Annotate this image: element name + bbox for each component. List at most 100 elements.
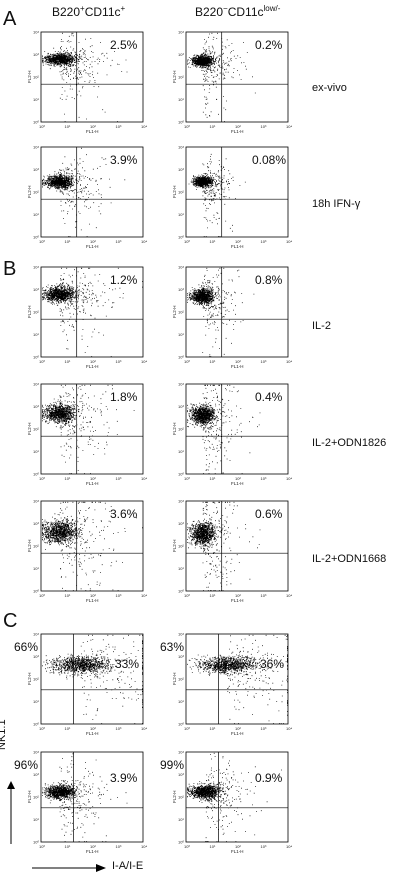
x-axis-label: FL1-H [231,244,244,249]
y-tick-label: 10¹ [33,449,39,454]
x-axis-label: FL1-H [231,598,244,603]
y-tick-label: 10² [178,795,184,800]
events [187,501,261,591]
x-axis-label: FL1-H [86,244,99,249]
x-tick-label: 10⁰ [184,239,190,244]
dotplot-b-il2-right: 10⁰ 10⁰ 10¹ 10¹ 10² 10² 10³ 10³ 10⁴ 10⁴ FL1-H FL2-H… [170,263,292,371]
y-axis-title: NK1.1 [0,719,8,750]
x-tick-label: 10³ [261,124,267,129]
x-tick-label: 10⁰ [184,844,190,849]
y-axis-label: FL2-H [27,790,32,803]
event-dots [42,147,126,237]
x-tick-label: 10⁴ [286,239,292,244]
x-tick-label: 10⁰ [184,726,190,731]
x-tick-label: 10² [90,726,96,731]
x-tick-label: 10³ [116,593,122,598]
x-axis-label: FL1-H [86,598,99,603]
event-dots [42,501,143,591]
x-axis-label: FL1-H [86,849,99,854]
x-axis-label: FL1-H [231,731,244,736]
events [187,634,288,724]
x-tick-label: 10⁰ [184,476,190,481]
y-axis-label: FL2-H [172,539,177,552]
y-axis-label: FL2-H [172,185,177,198]
events [188,153,246,237]
x-tick-label: 10² [90,476,96,481]
y-tick-label: 10¹ [33,332,39,337]
dotplot-c-row1-right: 10⁰ 10⁰ 10¹ 10¹ 10² 10² 10³ 10³ 10⁴ 10⁴ FL1-H FL2-H… [160,630,292,738]
quadrant-percent: 2.5% [110,38,138,52]
y-tick-label: 10⁴ [178,145,184,150]
event-dots [188,153,246,237]
y-tick-label: 10⁴ [33,499,39,504]
y-tick-label: 10¹ [178,566,184,571]
event-dots [187,267,255,357]
y-axis-label: FL2-H [172,305,177,318]
condition-label-ifn: 18h IFN-γ [312,198,361,210]
y-tick-label: 10¹ [178,212,184,217]
quadrant-percent: 0.2% [255,38,283,52]
x-tick-label: 10³ [261,239,267,244]
events [42,147,126,237]
quadrant-percent: 1.2% [110,273,138,287]
y-tick-label: 10⁰ [178,589,184,594]
x-tick-label: 10² [235,726,241,731]
x-tick-label: 10⁴ [286,476,292,481]
quadrant-percent: 0.6% [255,507,283,521]
x-tick-label: 10¹ [65,239,71,244]
y-tick-label: 10⁴ [33,632,39,637]
x-axis-label: FL1-H [86,481,99,486]
y-axis-label: FL2-H [27,185,32,198]
x-axis-label: FL1-H [231,129,244,134]
x-tick-label: 10² [235,476,241,481]
y-tick-label: 10⁰ [178,722,184,727]
y-axis-label: FL2-H [172,790,177,803]
events [42,501,143,591]
x-tick-label: 10² [90,239,96,244]
quadrant-percent: 3.6% [110,507,138,521]
event-dots [42,634,143,724]
x-tick-label: 10⁴ [286,844,292,849]
y-tick-label: 10³ [33,404,39,409]
y-tick-label: 10⁴ [33,750,39,755]
x-tick-label: 10² [90,359,96,364]
y-tick-label: 10⁰ [178,355,184,360]
x-tick-label: 10⁰ [39,844,45,849]
event-dots [42,32,128,122]
dotplot-c-row1-left: 10⁰ 10⁰ 10¹ 10¹ 10² 10² 10³ 10³ 10⁴ 10⁴ FL1-H FL2-H… [14,630,147,738]
x-tick-label: 10¹ [65,726,71,731]
plot-frame [40,500,144,592]
panel-label-b: B [3,258,17,280]
x-tick-label: 10¹ [210,476,216,481]
x-tick-label: 10⁰ [184,593,190,598]
dotplot-c-row2-left: 10⁰ 10⁰ 10¹ 10¹ 10² 10² 10³ 10³ 10⁴ 10⁴ FL1-H FL2-H… [14,748,147,856]
x-tick-label: 10² [235,359,241,364]
y-tick-label: 10² [33,677,39,682]
x-tick-label: 10² [235,124,241,129]
x-tick-label: 10⁴ [141,239,147,244]
y-tick-label: 10² [33,310,39,315]
x-tick-label: 10¹ [65,844,71,849]
dotplot-c-row2-right: 10⁰ 10⁰ 10¹ 10¹ 10² 10² 10³ 10³ 10⁴ 10⁴ FL1-H FL2-H… [160,748,292,856]
plot-frame [40,31,144,123]
event-dots [187,384,261,474]
y-axis-label: FL2-H [27,70,32,83]
x-axis-label: FL1-H [86,364,99,369]
y-tick-label: 10¹ [178,449,184,454]
event-dots [42,267,143,357]
x-tick-label: 10³ [261,359,267,364]
events [42,267,143,357]
event-dots [187,501,261,591]
quadrant-percent-left: 66% [14,640,39,654]
dotplot-b-odn1668-left: 10⁰ 10⁰ 10¹ 10¹ 10² 10² 10³ 10³ 10⁴ 10⁴ FL1-H FL2-H… [25,497,147,605]
y-tick-label: 10² [33,190,39,195]
events [42,384,135,474]
y-axis-label: FL2-H [27,305,32,318]
y-tick-label: 10⁰ [33,355,39,360]
